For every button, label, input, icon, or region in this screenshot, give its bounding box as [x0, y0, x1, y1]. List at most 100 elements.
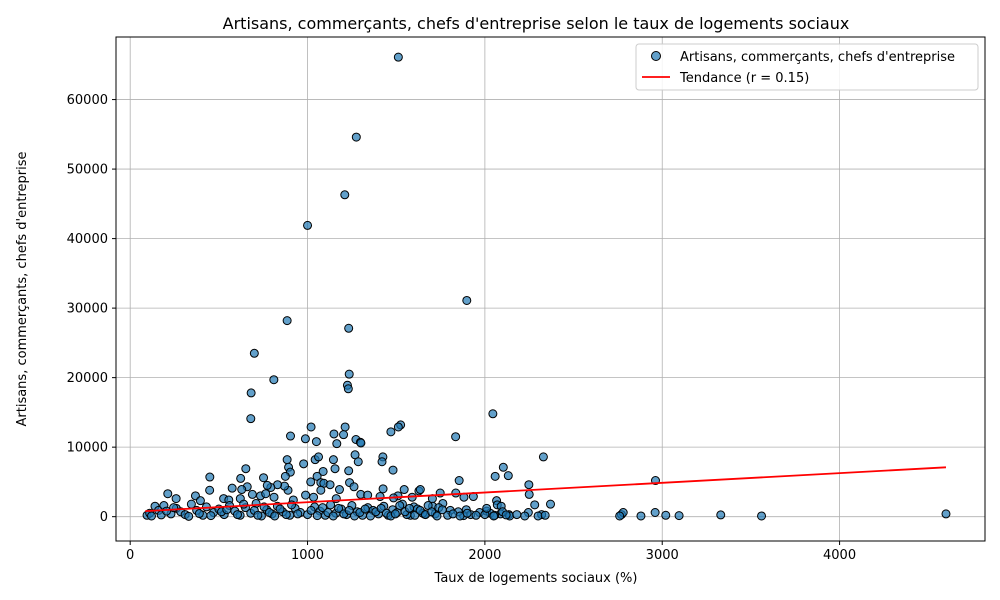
data-point	[318, 466, 328, 476]
legend-label-trend: Tendance (r = 0.15)	[679, 71, 809, 86]
y-tick-label: 20000	[67, 371, 108, 386]
data-point	[378, 484, 388, 494]
y-axis-ticks: 0 10000 20000 30000 40000 50000 60000	[67, 93, 116, 525]
data-point	[280, 471, 290, 481]
data-point	[328, 511, 338, 521]
data-point	[488, 409, 498, 419]
data-point	[239, 499, 249, 509]
trend-line-layer	[145, 466, 947, 513]
data-point	[524, 480, 534, 490]
data-point	[222, 505, 232, 515]
data-point	[163, 489, 173, 499]
data-point	[454, 476, 464, 486]
scatter-points	[142, 52, 951, 521]
data-point	[301, 490, 311, 500]
data-point	[299, 459, 309, 469]
data-point	[524, 489, 534, 499]
data-point	[399, 485, 409, 495]
y-tick-label: 10000	[67, 441, 108, 456]
data-point	[344, 323, 354, 333]
data-point	[269, 492, 279, 502]
x-tick-label: 4000	[823, 548, 856, 563]
y-axis-label: Artisans, commerçants, chefs d'entrepris…	[15, 151, 30, 426]
data-point	[262, 480, 272, 490]
data-point	[206, 511, 216, 521]
data-point	[328, 455, 338, 465]
data-point	[325, 480, 335, 490]
data-point	[241, 464, 251, 474]
data-point	[498, 462, 508, 472]
x-tick-label: 2000	[468, 548, 501, 563]
data-point	[941, 509, 951, 519]
plot-frame	[115, 36, 986, 542]
data-point	[275, 504, 285, 514]
data-point	[344, 466, 354, 476]
data-point	[282, 316, 292, 326]
data-point	[316, 485, 326, 495]
data-point	[650, 507, 660, 517]
data-point	[334, 503, 344, 513]
data-point	[293, 509, 303, 519]
data-point	[270, 511, 280, 521]
data-point	[482, 503, 492, 513]
data-point	[247, 489, 257, 499]
data-point	[340, 422, 350, 432]
data-point	[661, 510, 671, 520]
data-point	[405, 503, 415, 513]
data-point	[393, 52, 403, 62]
data-point	[205, 485, 215, 495]
legend-marker-points	[651, 51, 661, 61]
data-point	[253, 510, 263, 520]
data-point	[171, 494, 181, 504]
data-point	[437, 505, 447, 515]
data-point	[339, 430, 349, 440]
data-point	[451, 432, 461, 442]
data-point	[249, 348, 259, 358]
data-point	[538, 452, 548, 462]
data-point	[306, 477, 316, 487]
data-point	[332, 439, 342, 449]
legend: Artisans, commerçants, chefs d'entrepris…	[635, 43, 979, 91]
data-point	[334, 485, 344, 495]
data-point	[636, 511, 646, 521]
x-tick-label: 1000	[291, 548, 324, 563]
data-point	[232, 510, 242, 520]
legend-box	[635, 43, 979, 91]
data-point	[415, 485, 425, 495]
data-point	[390, 509, 400, 519]
data-point	[353, 457, 363, 467]
data-point	[395, 501, 405, 511]
data-point	[462, 508, 472, 518]
data-point	[237, 485, 247, 495]
data-point	[340, 190, 350, 200]
data-point	[343, 384, 353, 394]
data-point	[615, 511, 625, 521]
data-point	[205, 472, 215, 482]
data-point	[286, 431, 296, 441]
x-tick-label: 3000	[646, 548, 679, 563]
data-point	[281, 510, 291, 520]
trend-line	[145, 466, 947, 513]
data-point	[246, 388, 256, 398]
data-point	[246, 414, 256, 424]
data-point	[503, 471, 513, 481]
data-point	[306, 422, 316, 432]
data-point	[312, 511, 322, 521]
data-point	[393, 422, 403, 432]
data-point	[356, 438, 366, 448]
data-point	[269, 375, 279, 385]
data-point	[757, 511, 767, 521]
data-point	[300, 434, 310, 444]
y-tick-label: 60000	[67, 93, 108, 108]
legend-label-points: Artisans, commerçants, chefs d'entrepris…	[680, 50, 955, 65]
data-point	[377, 457, 387, 467]
data-point	[195, 496, 205, 506]
data-point	[388, 465, 398, 475]
y-tick-label: 30000	[67, 302, 108, 317]
data-point	[520, 511, 530, 521]
data-point	[451, 488, 461, 498]
data-point	[471, 510, 481, 520]
data-point	[490, 471, 500, 481]
chart-title: Artisans, commerçants, chefs d'entrepris…	[223, 14, 850, 33]
